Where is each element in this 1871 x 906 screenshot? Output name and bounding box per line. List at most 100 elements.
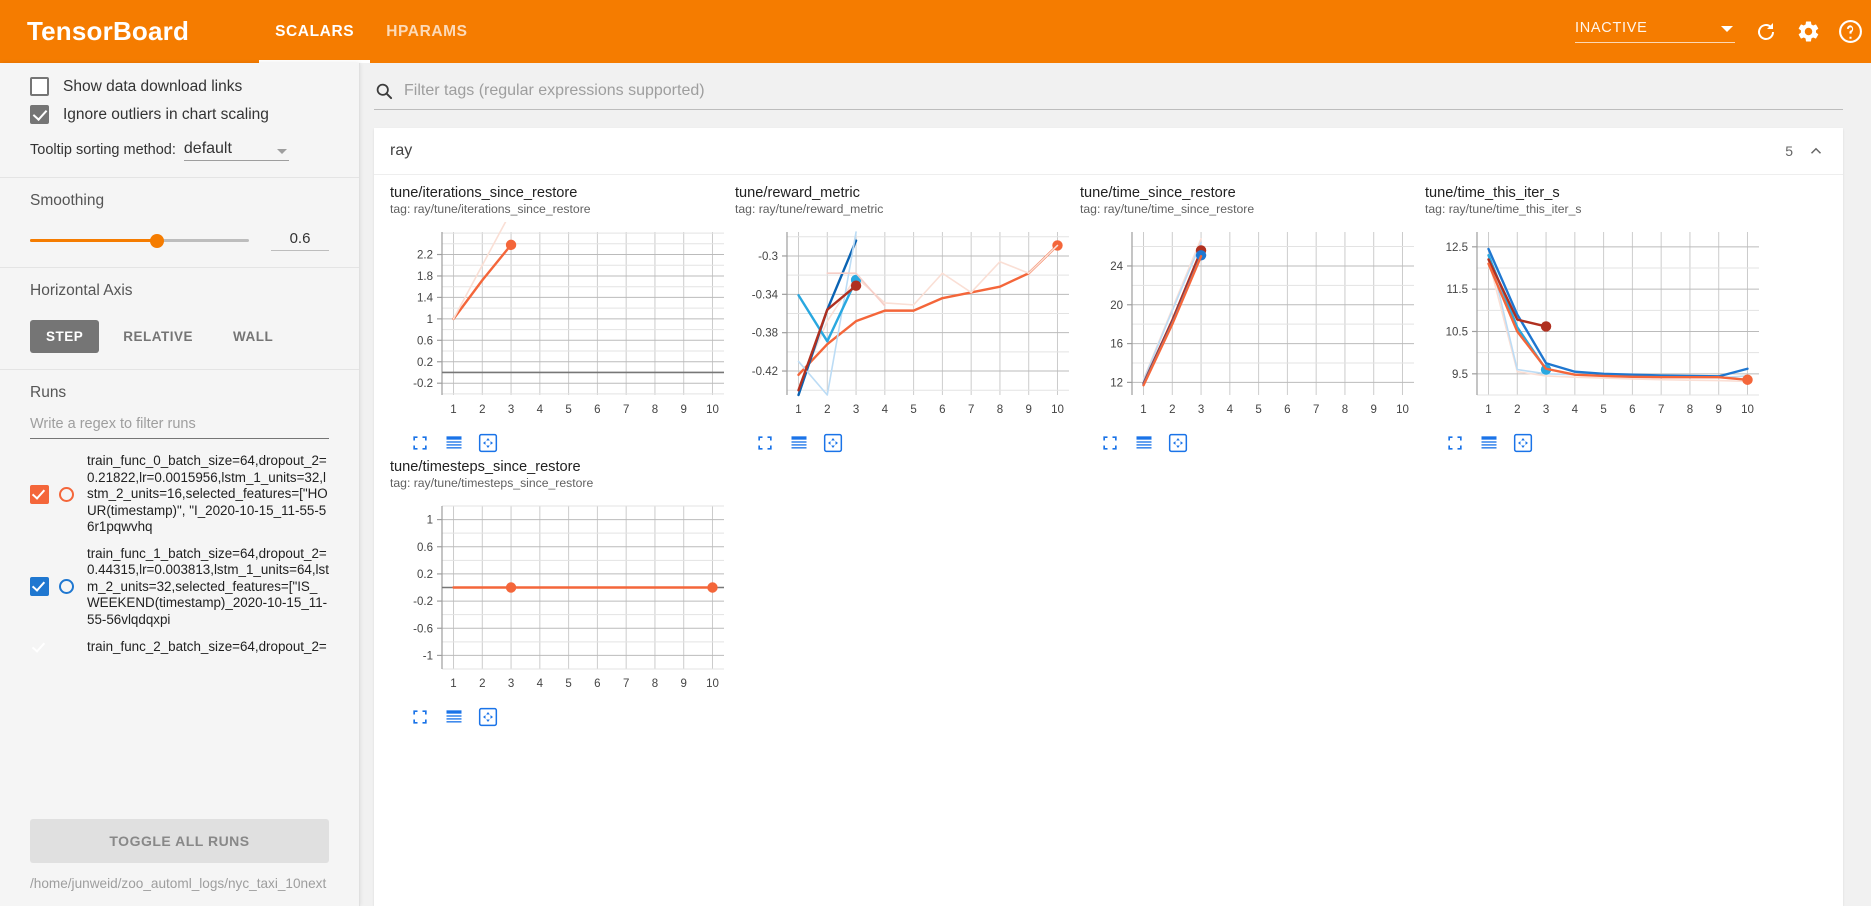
settings-gear-icon[interactable] (1787, 0, 1829, 63)
expand-icon[interactable] (1445, 433, 1465, 453)
axis-button-relative[interactable]: RELATIVE (123, 329, 194, 344)
run-checkbox[interactable] (30, 577, 49, 597)
chevron-up-icon[interactable] (1807, 142, 1825, 160)
svg-text:1: 1 (795, 404, 801, 416)
svg-text:12: 12 (1110, 377, 1123, 389)
tab-hparams[interactable]: HPARAMS (386, 23, 468, 40)
chart-cell-3: tune/time_this_iter_s tag: ray/tune/time_… (1425, 185, 1770, 453)
main-content: Filter tags (regular expressions support… (360, 63, 1871, 906)
reset-zoom-icon[interactable] (1513, 433, 1533, 453)
run-color-dot[interactable] (59, 640, 74, 655)
chart-plot[interactable]: -1 -0.6 -0.2 0.2 0.6 1 1 2 3 4 5 6 7 8 9 10 (390, 496, 730, 701)
reset-zoom-icon[interactable] (478, 707, 498, 727)
svg-text:3: 3 (508, 678, 514, 690)
reset-zoom-icon[interactable] (478, 433, 498, 453)
chart-title: tune/iterations_since_restore (390, 185, 578, 201)
chart-plot[interactable]: -0.2 0.2 0.6 1 1.4 1.8 2.2 1 2 3 4 5 6 7 8 9 10 (390, 222, 730, 427)
card-header[interactable]: ray 5 (374, 128, 1843, 175)
axis-button-step[interactable]: STEP (30, 320, 100, 353)
help-circle-icon[interactable] (1829, 0, 1871, 63)
svg-text:2: 2 (479, 404, 485, 416)
toggle-yaxis-icon[interactable] (444, 433, 464, 453)
card-count: 5 (1785, 143, 1793, 159)
svg-text:5: 5 (1255, 404, 1261, 416)
tooltip-sorting-row: Tooltip sorting method: default (30, 140, 329, 161)
svg-text:10: 10 (1741, 404, 1754, 416)
show-download-links-row[interactable]: Show data download links (30, 77, 329, 96)
horizontal-axis-title: Horizontal Axis (30, 282, 133, 299)
toggle-all-runs-button[interactable]: TOGGLE ALL RUNS (30, 819, 329, 863)
toggle-yaxis-icon[interactable] (444, 707, 464, 727)
list-item[interactable]: train_func_0_batch_size=64,dropout_2=0.2… (30, 453, 329, 536)
svg-text:8: 8 (1342, 404, 1348, 416)
chart-toolbar (410, 433, 735, 453)
search-icon (376, 83, 393, 100)
tab-scalars[interactable]: SCALARS (259, 0, 371, 63)
smoothing-section: Smoothing 0.6 (0, 178, 359, 268)
chart-toolbar (1445, 433, 1770, 453)
svg-text:1: 1 (1140, 404, 1146, 416)
ignore-outliers-row[interactable]: Ignore outliers in chart scaling (30, 105, 329, 124)
svg-text:0.6: 0.6 (417, 335, 433, 347)
ignore-outliers-checkbox[interactable] (30, 105, 49, 124)
run-checkbox[interactable] (30, 638, 49, 657)
svg-text:7: 7 (1658, 404, 1664, 416)
tooltip-sorting-select[interactable]: default (183, 140, 289, 161)
toggle-yaxis-icon[interactable] (1479, 433, 1499, 453)
tag-filter-input[interactable]: Filter tags (regular expressions support… (374, 81, 1843, 110)
expand-icon[interactable] (755, 433, 775, 453)
show-download-links-checkbox[interactable] (30, 77, 49, 96)
chart-tag: tag: ray/tune/time_since_restore (1080, 202, 1255, 216)
chart-tag: tag: ray/tune/iterations_since_restore (390, 202, 591, 216)
svg-text:1: 1 (427, 515, 433, 527)
svg-text:-0.42: -0.42 (752, 366, 778, 378)
axis-button-wall[interactable]: WALL (233, 329, 274, 344)
run-status-selector[interactable]: INACTIVE (1575, 20, 1735, 43)
scalars-card: ray 5 tune/iterations_since_restore tag: … (374, 128, 1843, 906)
expand-icon[interactable] (1100, 433, 1120, 453)
svg-text:2: 2 (479, 678, 485, 690)
svg-text:4: 4 (1227, 404, 1234, 416)
svg-text:6: 6 (1284, 404, 1290, 416)
card-title: ray (390, 142, 413, 159)
svg-text:3: 3 (1543, 404, 1549, 416)
svg-text:20: 20 (1110, 300, 1123, 312)
expand-icon[interactable] (410, 707, 430, 727)
chart-plot[interactable]: 12 16 20 24 1 2 3 4 5 6 7 8 9 10 (1080, 222, 1420, 427)
toggle-yaxis-icon[interactable] (789, 433, 809, 453)
expand-icon[interactable] (410, 433, 430, 453)
svg-text:0.2: 0.2 (417, 357, 433, 369)
tooltip-sorting-value: default (183, 140, 232, 157)
run-color-dot[interactable] (59, 579, 74, 595)
reset-zoom-icon[interactable] (823, 433, 843, 453)
svg-text:6: 6 (1629, 404, 1635, 416)
svg-text:5: 5 (565, 678, 571, 690)
chart-title: tune/timesteps_since_restore (390, 459, 581, 475)
runs-section: Runs Write a regex to filter runs train_… (0, 370, 359, 813)
svg-text:9.5: 9.5 (1452, 369, 1468, 381)
chart-plot[interactable]: 9.5 10.5 11.5 12.5 1 2 3 4 5 6 7 8 9 10 (1425, 222, 1765, 427)
chevron-down-icon (1721, 26, 1733, 32)
list-item[interactable]: train_func_1_batch_size=64,dropout_2=0.4… (30, 546, 329, 629)
refresh-icon[interactable] (1745, 0, 1787, 63)
smoothing-slider[interactable] (30, 234, 249, 248)
run-checkbox[interactable] (30, 484, 49, 504)
chart-tag: tag: ray/tune/time_this_iter_s (1425, 202, 1582, 216)
slider-knob[interactable] (150, 234, 165, 248)
toggle-yaxis-icon[interactable] (1134, 433, 1154, 453)
list-item[interactable]: train_func_2_batch_size=64,dropout_2= (30, 638, 329, 657)
sidebar-options-section: Show data download links Ignore outliers… (0, 63, 359, 178)
chart-toolbar (410, 707, 735, 727)
svg-text:4: 4 (882, 404, 889, 416)
run-label: train_func_1_batch_size=64,dropout_2=0.4… (87, 545, 329, 627)
svg-text:8: 8 (997, 404, 1003, 416)
svg-text:1.4: 1.4 (417, 292, 434, 304)
tooltip-sorting-label: Tooltip sorting method: (30, 142, 176, 158)
runs-filter-input[interactable]: Write a regex to filter runs (30, 416, 329, 439)
runs-list: train_func_0_batch_size=64,dropout_2=0.2… (30, 453, 329, 813)
svg-text:8: 8 (652, 404, 658, 416)
chart-plot[interactable]: -0.42 -0.38 -0.34 -0.3 1 2 3 4 5 6 7 8 9 10 (735, 222, 1075, 427)
run-color-dot[interactable] (59, 486, 74, 502)
reset-zoom-icon[interactable] (1168, 433, 1188, 453)
smoothing-value-input[interactable]: 0.6 (271, 230, 329, 251)
